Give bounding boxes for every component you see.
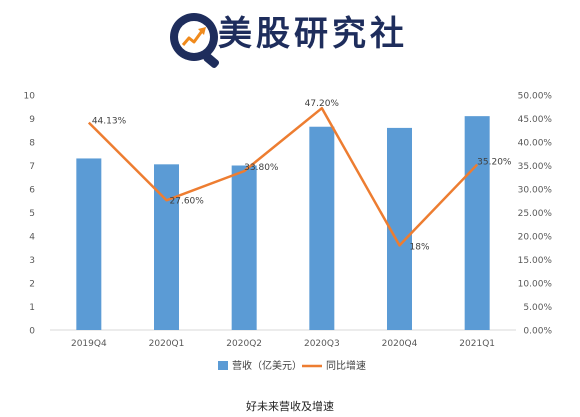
left-axis-tick-label: 10 — [24, 92, 36, 102]
left-axis-tick-label: 2 — [29, 280, 35, 290]
revenue-bar — [76, 158, 102, 330]
left-axis-tick-label: 9 — [29, 115, 35, 125]
revenue-bars — [76, 116, 490, 331]
legend-label-growth: 同比增速 — [326, 359, 366, 372]
growth-data-label: 27.60% — [170, 196, 205, 206]
right-axis-tick-label: 35.00% — [518, 162, 553, 172]
left-axis-tick-label: 8 — [29, 139, 35, 149]
right-axis-tick-label: 5.00% — [523, 303, 552, 313]
x-axis-tick-label: 2020Q4 — [382, 339, 418, 349]
left-axis-ticks: 0 1 2 3 4 5 6 7 8 9 10 — [24, 92, 36, 337]
revenue-bar — [464, 116, 490, 331]
right-axis-tick-label: 45.00% — [518, 115, 553, 125]
revenue-bar — [231, 165, 257, 330]
chart-caption: 好未来营收及增速 — [246, 400, 334, 413]
growth-line — [87, 106, 479, 247]
x-axis-tick-label: 2019Q4 — [71, 339, 107, 349]
legend-label-revenue: 营收（亿美元） — [232, 359, 302, 372]
growth-data-label: 33.80% — [244, 163, 279, 173]
right-axis-tick-label: 0.00% — [523, 327, 552, 337]
brand-logo — [170, 13, 220, 68]
right-axis-tick-label: 20.00% — [518, 233, 553, 243]
right-axis-tick-label: 30.00% — [518, 186, 553, 196]
left-axis-tick-label: 4 — [29, 233, 35, 243]
x-axis-tick-label: 2020Q3 — [304, 339, 340, 349]
growth-data-label: 44.13% — [92, 117, 127, 127]
growth-data-label: 47.20% — [305, 99, 340, 109]
revenue-bar — [154, 164, 179, 330]
magnifier-growth-arrow-icon — [170, 13, 220, 68]
left-axis-tick-label: 0 — [29, 327, 35, 337]
growth-data-label: 18% — [410, 242, 430, 252]
x-axis-tick-label: 2020Q2 — [226, 339, 262, 349]
right-axis-tick-label: 10.00% — [518, 280, 553, 290]
legend-marker-revenue — [218, 361, 228, 370]
left-axis-tick-label: 1 — [29, 303, 35, 313]
growth-data-labels: 44.13% 27.60% 33.80% 47.20% 18% 35.20% — [92, 99, 512, 252]
chart-legend: 营收（亿美元） 同比增速 — [218, 359, 366, 372]
x-axis-tick-labels: 2019Q4 2020Q1 2020Q2 2020Q3 2020Q4 2021Q1 — [71, 339, 495, 349]
revenue-growth-chart: 0 1 2 3 4 5 6 7 8 9 10 0.00% 5.00% 10.00% 15.00% 20.00… — [24, 92, 553, 373]
left-axis-tick-label: 7 — [29, 162, 35, 172]
right-axis-tick-label: 15.00% — [518, 256, 553, 266]
left-axis-tick-label: 3 — [29, 256, 35, 266]
growth-data-label: 35.20% — [477, 158, 512, 168]
left-axis-tick-label: 5 — [29, 209, 35, 219]
x-axis-tick-label: 2021Q1 — [459, 339, 495, 349]
revenue-bar — [309, 126, 335, 330]
right-axis-tick-label: 25.00% — [518, 209, 553, 219]
left-axis-tick-label: 6 — [29, 186, 35, 196]
growth-line-series — [87, 106, 479, 247]
right-axis-ticks: 0.00% 5.00% 10.00% 15.00% 20.00% 25.00% 30.00%… — [518, 92, 553, 337]
right-axis-tick-label: 40.00% — [518, 139, 553, 149]
right-axis-tick-label: 50.00% — [518, 92, 553, 102]
brand-name: 美股研究社 — [218, 14, 408, 54]
x-axis-tick-label: 2020Q1 — [149, 339, 185, 349]
